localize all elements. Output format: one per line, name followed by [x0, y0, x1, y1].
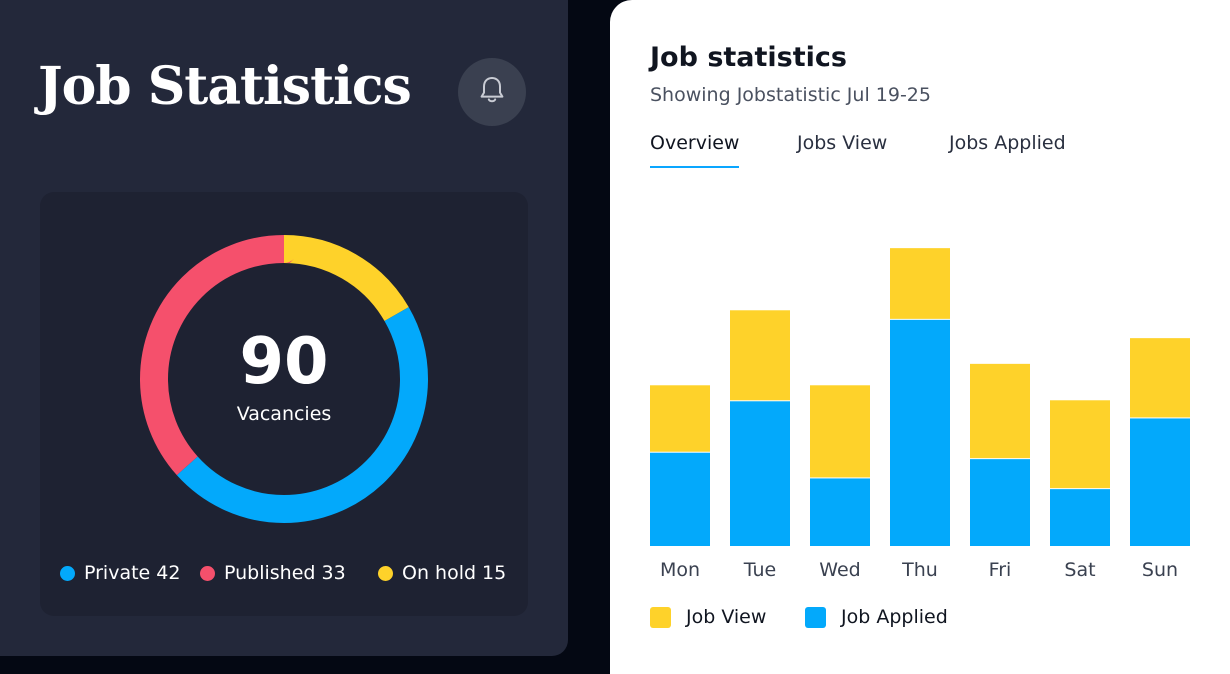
- bar-job-applied-wed: [810, 477, 870, 546]
- bar-job-applied-tue: [730, 400, 790, 546]
- vacancies-donut-card: 90 Vacancies Private 42 Published 33 On …: [40, 192, 528, 616]
- bar-job-view-thu: [890, 248, 950, 319]
- legend-label: Job Applied: [841, 606, 948, 628]
- job-statistics-panel: Job Statistics 90 Vacancies Private 42 P…: [0, 0, 568, 656]
- bar-job-applied-sat: [1050, 488, 1110, 546]
- legend-label: Job View: [686, 606, 767, 628]
- x-tick-label: Sun: [1142, 559, 1178, 581]
- page-title: Job Statistics: [38, 56, 412, 117]
- tab-jobs-applied[interactable]: Jobs Applied: [949, 132, 1066, 154]
- x-tick-label: Sat: [1064, 559, 1095, 581]
- legend-private: Private 42: [60, 562, 180, 584]
- legend-count: 42: [156, 562, 181, 584]
- chart-legend: Job View Job Applied: [650, 606, 1170, 636]
- donut-legend: Private 42 Published 33 On hold 15: [60, 562, 520, 590]
- bar-job-view-sat: [1050, 400, 1110, 489]
- bar-job-view-tue: [730, 310, 790, 401]
- bar-job-view-wed: [810, 385, 870, 478]
- legend-label: On hold: [402, 562, 477, 584]
- bell-icon: [475, 73, 509, 111]
- tab-overview[interactable]: Overview: [650, 132, 740, 168]
- published-dot-icon: [200, 565, 215, 581]
- vacancies-donut-chart: [140, 235, 428, 523]
- legend-job-view: Job View: [650, 606, 766, 628]
- stacked-bar-chart: Mon Tue Wed Thu Fri Sat Sun: [650, 248, 1190, 581]
- chart-subtitle: Showing Jobstatistic Jul 19-25: [650, 84, 931, 106]
- x-tick-label: Fri: [989, 559, 1012, 581]
- vacancies-caption: Vacancies: [236, 403, 332, 425]
- bar-job-view-sun: [1130, 338, 1190, 418]
- x-tick-label: Tue: [743, 559, 776, 581]
- bar-job-applied-mon: [650, 451, 710, 546]
- bar-job-applied-fri: [970, 458, 1030, 546]
- chart-title: Job statistics: [650, 42, 847, 73]
- job-view-swatch-icon: [650, 606, 671, 628]
- legend-label: Published: [224, 562, 316, 584]
- legend-count: 33: [321, 562, 346, 584]
- donut-segment-published: [140, 235, 428, 523]
- legend-published: Published 33: [200, 562, 346, 584]
- x-tick-label: Wed: [819, 559, 860, 581]
- legend-count: 15: [482, 562, 507, 584]
- legend-on-hold: On hold 15: [378, 562, 506, 584]
- tab-jobs-view[interactable]: Jobs View: [797, 132, 888, 154]
- x-tick-label: Thu: [901, 559, 938, 581]
- bar-job-view-fri: [970, 363, 1030, 459]
- donut-segment-private: [140, 235, 428, 523]
- x-tick-label: Mon: [660, 559, 700, 581]
- bar-job-view-mon: [650, 385, 710, 452]
- legend-job-applied: Job Applied: [805, 606, 948, 628]
- vacancies-total: 90: [239, 325, 329, 399]
- on-hold-dot-icon: [378, 565, 393, 581]
- legend-label: Private: [84, 562, 151, 584]
- job-applied-swatch-icon: [805, 606, 826, 628]
- bar-job-applied-thu: [890, 318, 950, 546]
- private-dot-icon: [60, 565, 75, 581]
- donut-center: 90 Vacancies: [40, 324, 528, 428]
- bar-job-applied-sun: [1130, 417, 1190, 546]
- job-statistics-chart-panel: Job statistics Showing Jobstatistic Jul …: [610, 0, 1230, 674]
- chart-tabs: Overview Jobs View Jobs Applied: [650, 132, 1210, 172]
- notifications-button[interactable]: [458, 58, 526, 126]
